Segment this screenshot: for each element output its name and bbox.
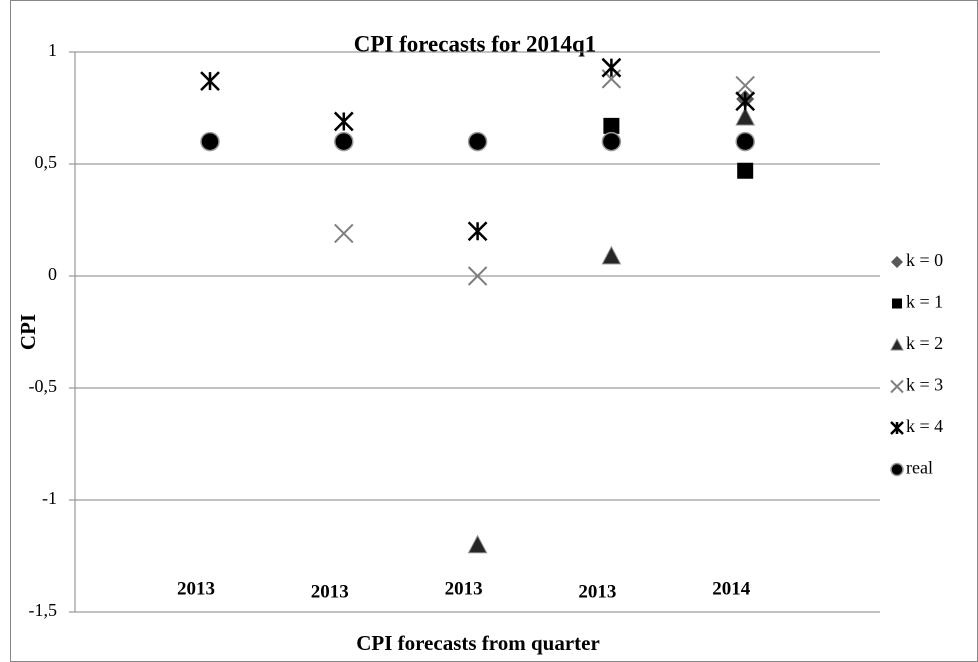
marker <box>333 111 354 132</box>
x-tick-label: 2013 <box>578 581 616 602</box>
x-tick-label: 2013 <box>311 581 349 602</box>
marker <box>200 71 220 92</box>
marker <box>200 131 220 152</box>
legend-marker <box>890 379 904 394</box>
legend-label: k = 1 <box>906 292 943 312</box>
marker <box>735 131 755 152</box>
y-tick-label: 0,5 <box>35 152 58 172</box>
marker <box>467 221 488 242</box>
marker <box>737 162 754 179</box>
y-tick-label: -1 <box>42 488 57 508</box>
legend-label: real <box>906 458 933 478</box>
marker <box>735 106 756 126</box>
legend-label: k = 2 <box>906 333 943 353</box>
x-axis-label: CPI forecasts from quarter <box>356 631 600 655</box>
y-axis-label: CPI <box>16 314 40 350</box>
legend-marker <box>890 462 904 477</box>
x-tick-label: 2014 <box>712 578 751 599</box>
y-tick-label: -1,5 <box>29 600 58 620</box>
legend-label: k = 0 <box>906 250 943 270</box>
x-tick-label: 2013 <box>445 578 483 599</box>
marker <box>601 57 622 78</box>
legend-marker <box>891 256 903 268</box>
marker <box>467 534 488 554</box>
y-tick-label: -0,5 <box>29 376 58 396</box>
legend-label: k = 3 <box>906 375 943 395</box>
y-tick-label: 0 <box>48 264 57 284</box>
marker <box>603 117 620 134</box>
x-tick-label: 2013 <box>177 578 215 599</box>
y-tick-label: 1 <box>48 40 57 60</box>
marker <box>735 75 755 96</box>
legend-marker <box>890 337 904 351</box>
marker <box>334 131 354 152</box>
legend-label: k = 4 <box>906 416 943 436</box>
marker <box>601 245 622 265</box>
chart-frame <box>10 0 978 662</box>
marker <box>735 91 756 112</box>
chart-title: CPI forecasts for 2014q1 <box>354 31 597 56</box>
marker <box>467 131 488 152</box>
marker <box>334 223 354 244</box>
marker <box>601 131 622 152</box>
legend-marker <box>890 421 904 435</box>
legend-marker <box>892 298 902 309</box>
marker <box>467 266 488 286</box>
